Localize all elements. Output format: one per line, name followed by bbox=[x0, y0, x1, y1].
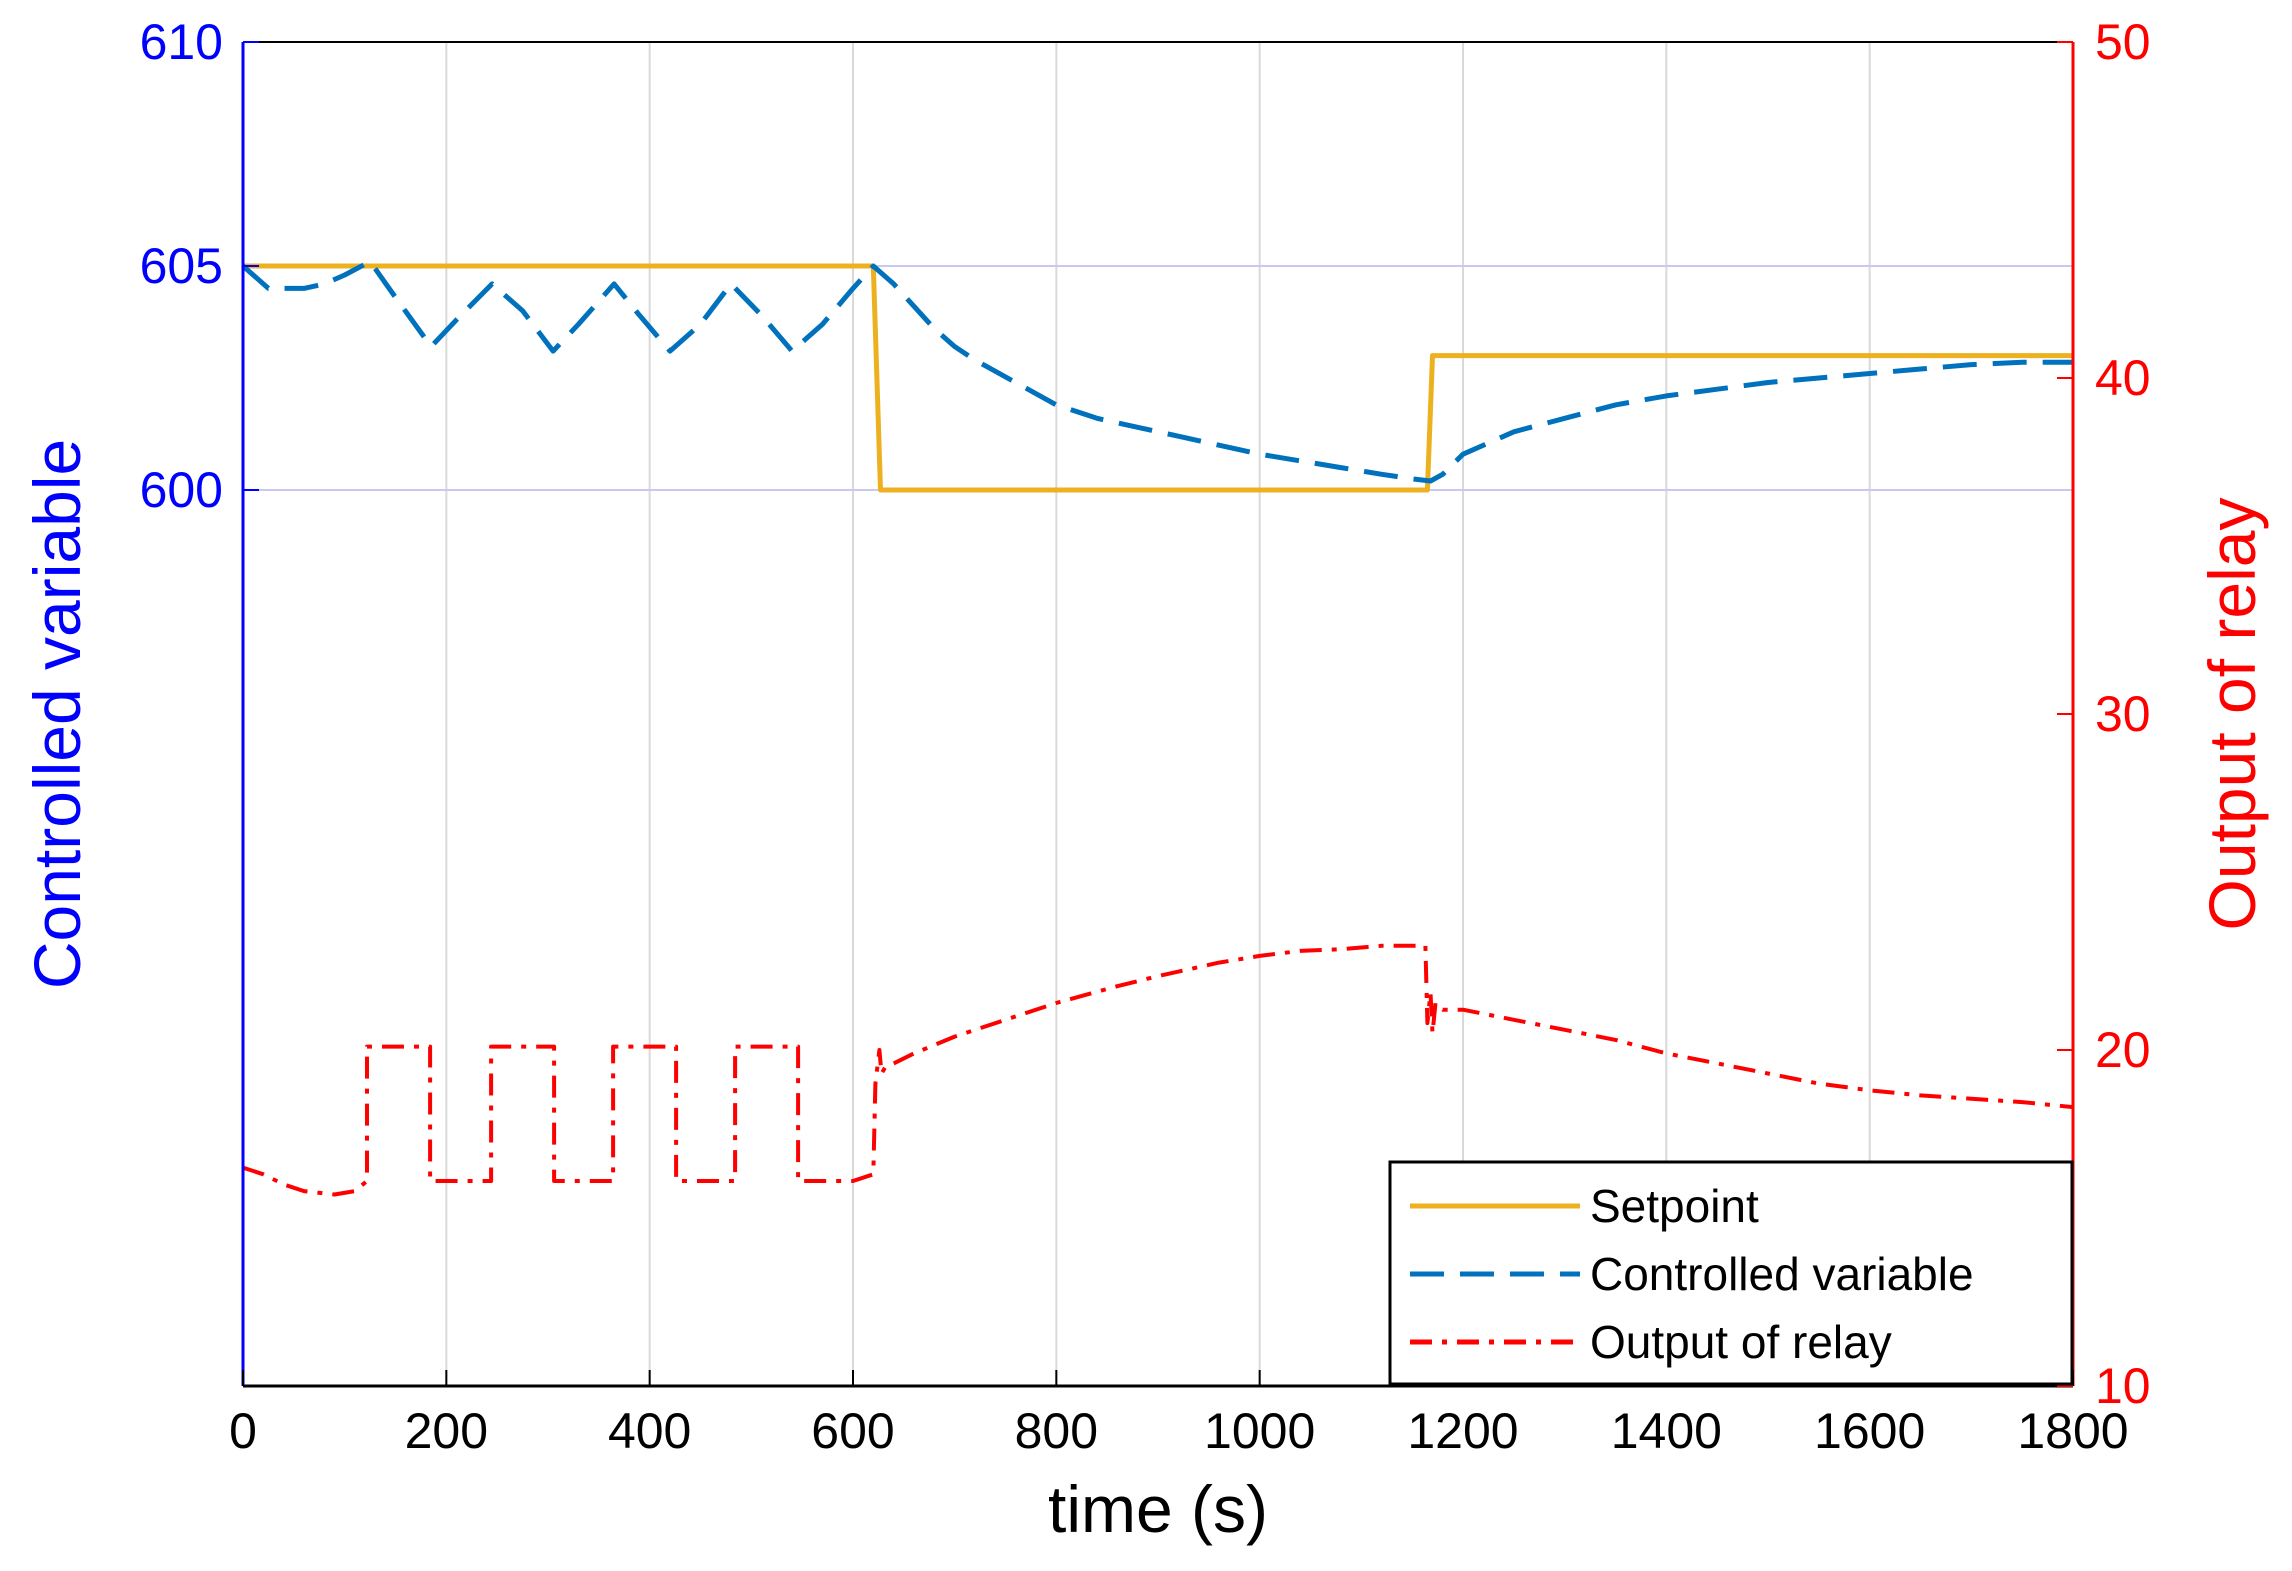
x-tick-label: 1400 bbox=[1611, 1403, 1722, 1459]
x-tick-label: 800 bbox=[1015, 1403, 1098, 1459]
y-right-tick-label: 20 bbox=[2095, 1022, 2151, 1078]
y-right-tick-label: 50 bbox=[2095, 14, 2151, 70]
series-group bbox=[241, 259, 2074, 1197]
y-right-tick-label: 10 bbox=[2095, 1358, 2151, 1414]
y-left-tick-label: 600 bbox=[140, 462, 223, 518]
x-tick-label: 600 bbox=[811, 1403, 894, 1459]
x-tick-label: 1800 bbox=[2017, 1403, 2128, 1459]
y-left-tick-label: 605 bbox=[140, 238, 223, 294]
series-line-setpoint bbox=[243, 263, 2073, 493]
y-right-tick-label: 30 bbox=[2095, 686, 2151, 742]
y-axis-left-label: Controlled variable bbox=[20, 439, 94, 989]
y-right-tick-label: 40 bbox=[2095, 350, 2151, 406]
y-axis-right-label: Output of relay bbox=[2195, 498, 2269, 931]
tick-labels: 0 200 400 600 800 1000 1200 1400 1600 1800 600 605 6… bbox=[140, 14, 2151, 1459]
legend-label-output-of-relay: Output of relay bbox=[1590, 1316, 1892, 1368]
legend-box bbox=[1388, 1160, 2074, 1386]
series-line-controlled-variable bbox=[241, 259, 2073, 484]
x-tick-label: 200 bbox=[405, 1403, 488, 1459]
legend-label-setpoint: Setpoint bbox=[1590, 1180, 1759, 1232]
y-left-tick-label: 610 bbox=[140, 14, 223, 70]
legend-label-controlled-variable: Controlled variable bbox=[1590, 1248, 1974, 1300]
x-axis-label: time (s) bbox=[1048, 1472, 1268, 1546]
x-tick-label: 1600 bbox=[1814, 1403, 1925, 1459]
x-tick-label: 0 bbox=[229, 1403, 257, 1459]
legend: Setpoint Controlled variable Output of r… bbox=[1388, 1160, 2074, 1386]
x-tick-label: 1200 bbox=[1407, 1403, 1518, 1459]
x-tick-label: 1000 bbox=[1204, 1403, 1315, 1459]
x-tick-label: 400 bbox=[608, 1403, 691, 1459]
